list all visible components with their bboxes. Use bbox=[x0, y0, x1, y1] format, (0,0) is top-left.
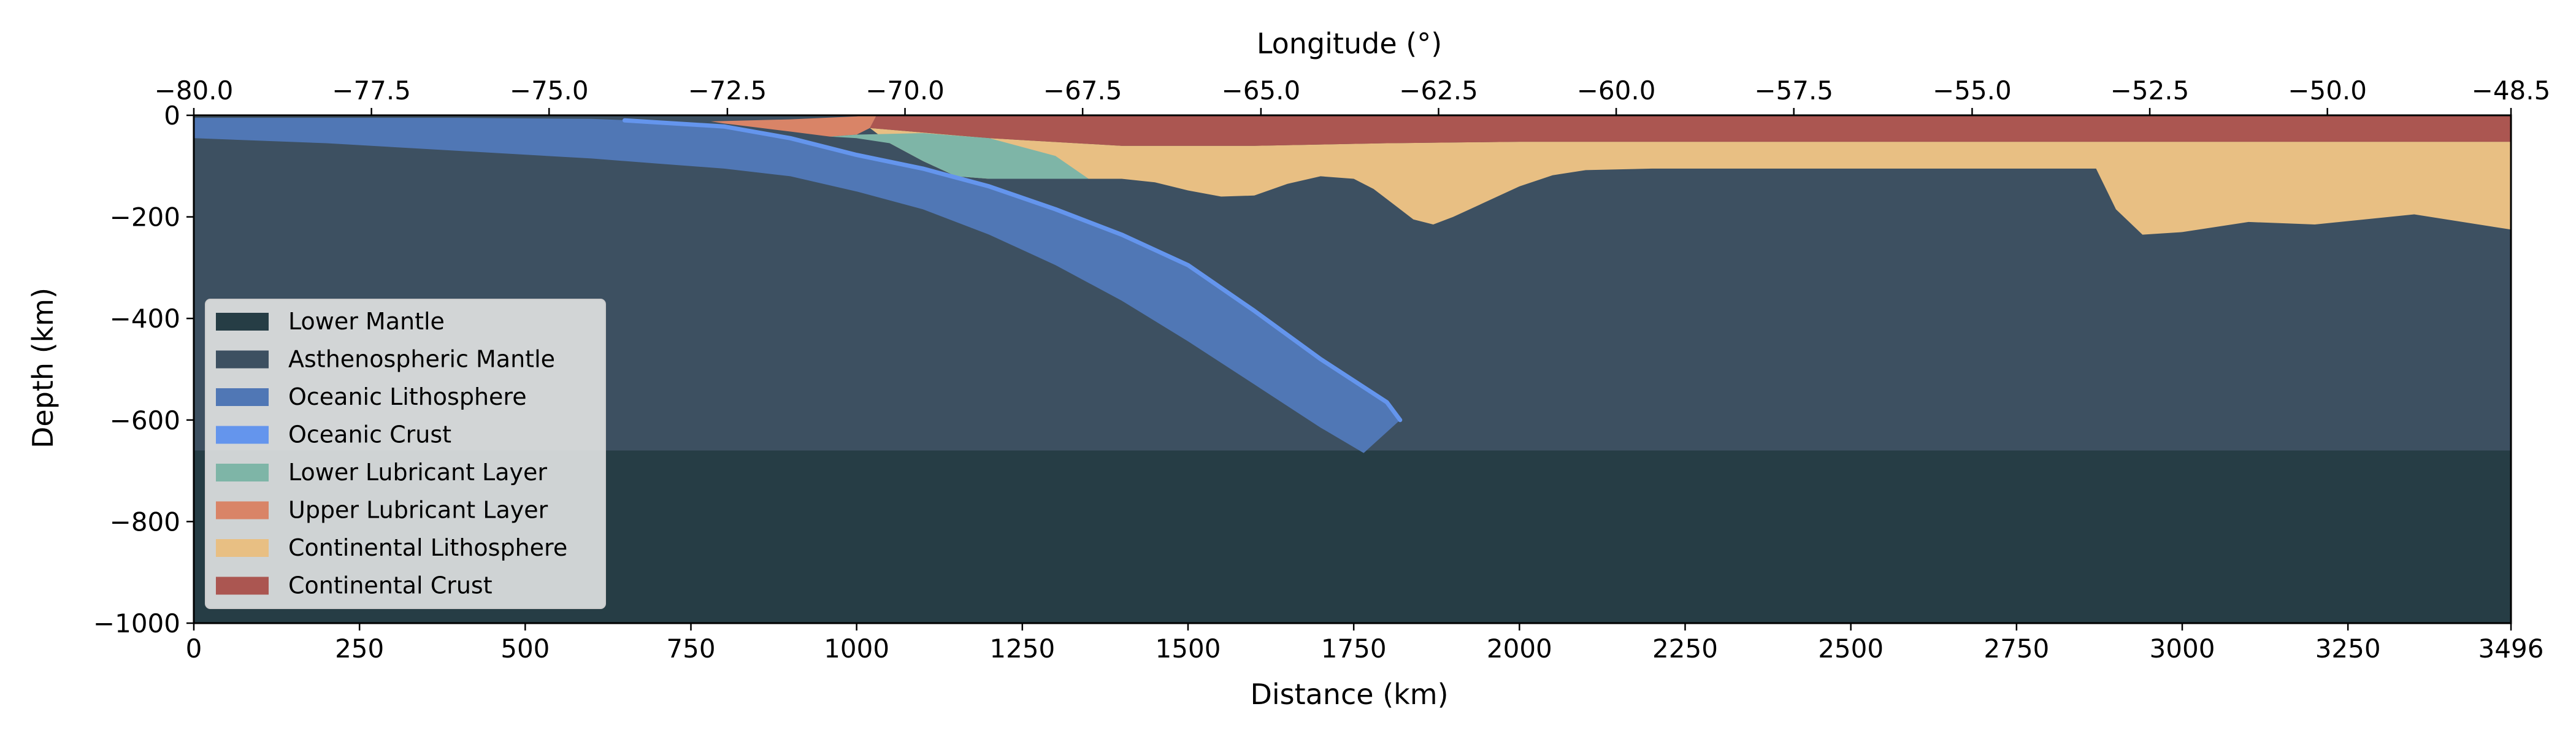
legend-label: Asthenospheric Mantle bbox=[288, 346, 555, 373]
top-tick-label: −62.5 bbox=[1399, 75, 1478, 105]
y-tick-label: −400 bbox=[110, 304, 180, 334]
x-axis-title: Distance (km) bbox=[1250, 678, 1448, 711]
top-tick-label: −50.0 bbox=[2288, 75, 2367, 105]
legend-swatch bbox=[216, 313, 269, 331]
legend-label: Lower Mantle bbox=[288, 308, 445, 335]
top-tick-label: −72.5 bbox=[688, 75, 767, 105]
legend: Lower Mantle Asthenospheric Mantle Oceanic… bbox=[205, 299, 606, 609]
layer-continental-lithosphere bbox=[870, 128, 2511, 235]
x-tick-label: 1250 bbox=[989, 634, 1055, 664]
x-tick-label: 1750 bbox=[1321, 634, 1387, 664]
legend-swatch bbox=[216, 426, 269, 444]
legend-swatch bbox=[216, 539, 269, 557]
legend-label: Oceanic Crust bbox=[288, 421, 451, 448]
top-tick-label: −67.5 bbox=[1043, 75, 1122, 105]
layer-lower-mantle bbox=[194, 450, 2511, 623]
plot-frame bbox=[193, 114, 2512, 624]
layer-asthenospheric-mantle bbox=[194, 115, 2511, 451]
top-tick-label: −65.0 bbox=[1222, 75, 1301, 105]
axes: 0 250 500 750 1000 1250 1500 1750 2000 2250 2500 27… bbox=[93, 75, 2550, 664]
layer-oceanic-crust bbox=[622, 118, 1403, 423]
layer-lower-lubricant-layer bbox=[830, 133, 1089, 179]
x-tick-label: 3000 bbox=[2150, 634, 2215, 664]
y-tick-label: −800 bbox=[110, 507, 180, 537]
x-tick-label: 3250 bbox=[2315, 634, 2381, 664]
layer-continental-crust bbox=[870, 115, 2511, 146]
legend-swatch bbox=[216, 577, 269, 595]
layer-shapes bbox=[194, 115, 2511, 623]
y-tick-label: 0 bbox=[164, 101, 180, 131]
x-tick-label: 250 bbox=[335, 634, 384, 664]
x-tick-label: 0 bbox=[186, 634, 202, 664]
legend-swatch bbox=[216, 388, 269, 406]
layer-upper-lubricant-layer bbox=[710, 115, 877, 137]
y-axis-title: Depth (km) bbox=[26, 288, 59, 448]
x-tick-label: 3496 bbox=[2478, 634, 2544, 664]
top-tick-label: −52.5 bbox=[2110, 75, 2190, 105]
legend-box bbox=[205, 299, 606, 609]
x-tick-label: 500 bbox=[500, 634, 550, 664]
legend-items: Lower Mantle Asthenospheric Mantle Oceanic… bbox=[216, 308, 567, 599]
legend-label: Lower Lubricant Layer bbox=[288, 459, 547, 486]
x-tick-label: 1500 bbox=[1156, 634, 1221, 664]
legend-swatch bbox=[216, 464, 269, 481]
x-tick-label: 2500 bbox=[1818, 634, 1884, 664]
y-tick-label: −200 bbox=[110, 202, 180, 232]
legend-label: Upper Lubricant Layer bbox=[288, 497, 548, 524]
layer-oceanic-lithosphere bbox=[194, 118, 1400, 453]
top-tick-label: −48.5 bbox=[2472, 75, 2551, 105]
legend-swatch bbox=[216, 501, 269, 519]
legend-label: Oceanic Lithosphere bbox=[288, 383, 527, 410]
plot-area bbox=[194, 115, 2511, 623]
x-tick-label: 1000 bbox=[824, 634, 889, 664]
top-tick-label: −75.0 bbox=[510, 75, 589, 105]
top-tick-label: −60.0 bbox=[1577, 75, 1656, 105]
x-tick-label: 2750 bbox=[1984, 634, 2049, 664]
x-tick-label: 2250 bbox=[1652, 634, 1718, 664]
top-axis-title: Longitude (°) bbox=[1257, 27, 1442, 60]
x-tick-label: 750 bbox=[666, 634, 715, 664]
top-tick-label: −70.0 bbox=[865, 75, 945, 105]
top-tick-label: −77.5 bbox=[332, 75, 411, 105]
legend-label: Continental Crust bbox=[288, 572, 493, 599]
top-tick-label: −55.0 bbox=[1933, 75, 2012, 105]
x-tick-label: 2000 bbox=[1487, 634, 1552, 664]
top-tick-label: −80.0 bbox=[155, 75, 234, 105]
y-tick-label: −600 bbox=[110, 405, 180, 435]
legend-swatch bbox=[216, 350, 269, 369]
y-tick-label: −1000 bbox=[93, 608, 180, 638]
top-tick-label: −57.5 bbox=[1754, 75, 1833, 105]
legend-label: Continental Lithosphere bbox=[288, 534, 567, 561]
